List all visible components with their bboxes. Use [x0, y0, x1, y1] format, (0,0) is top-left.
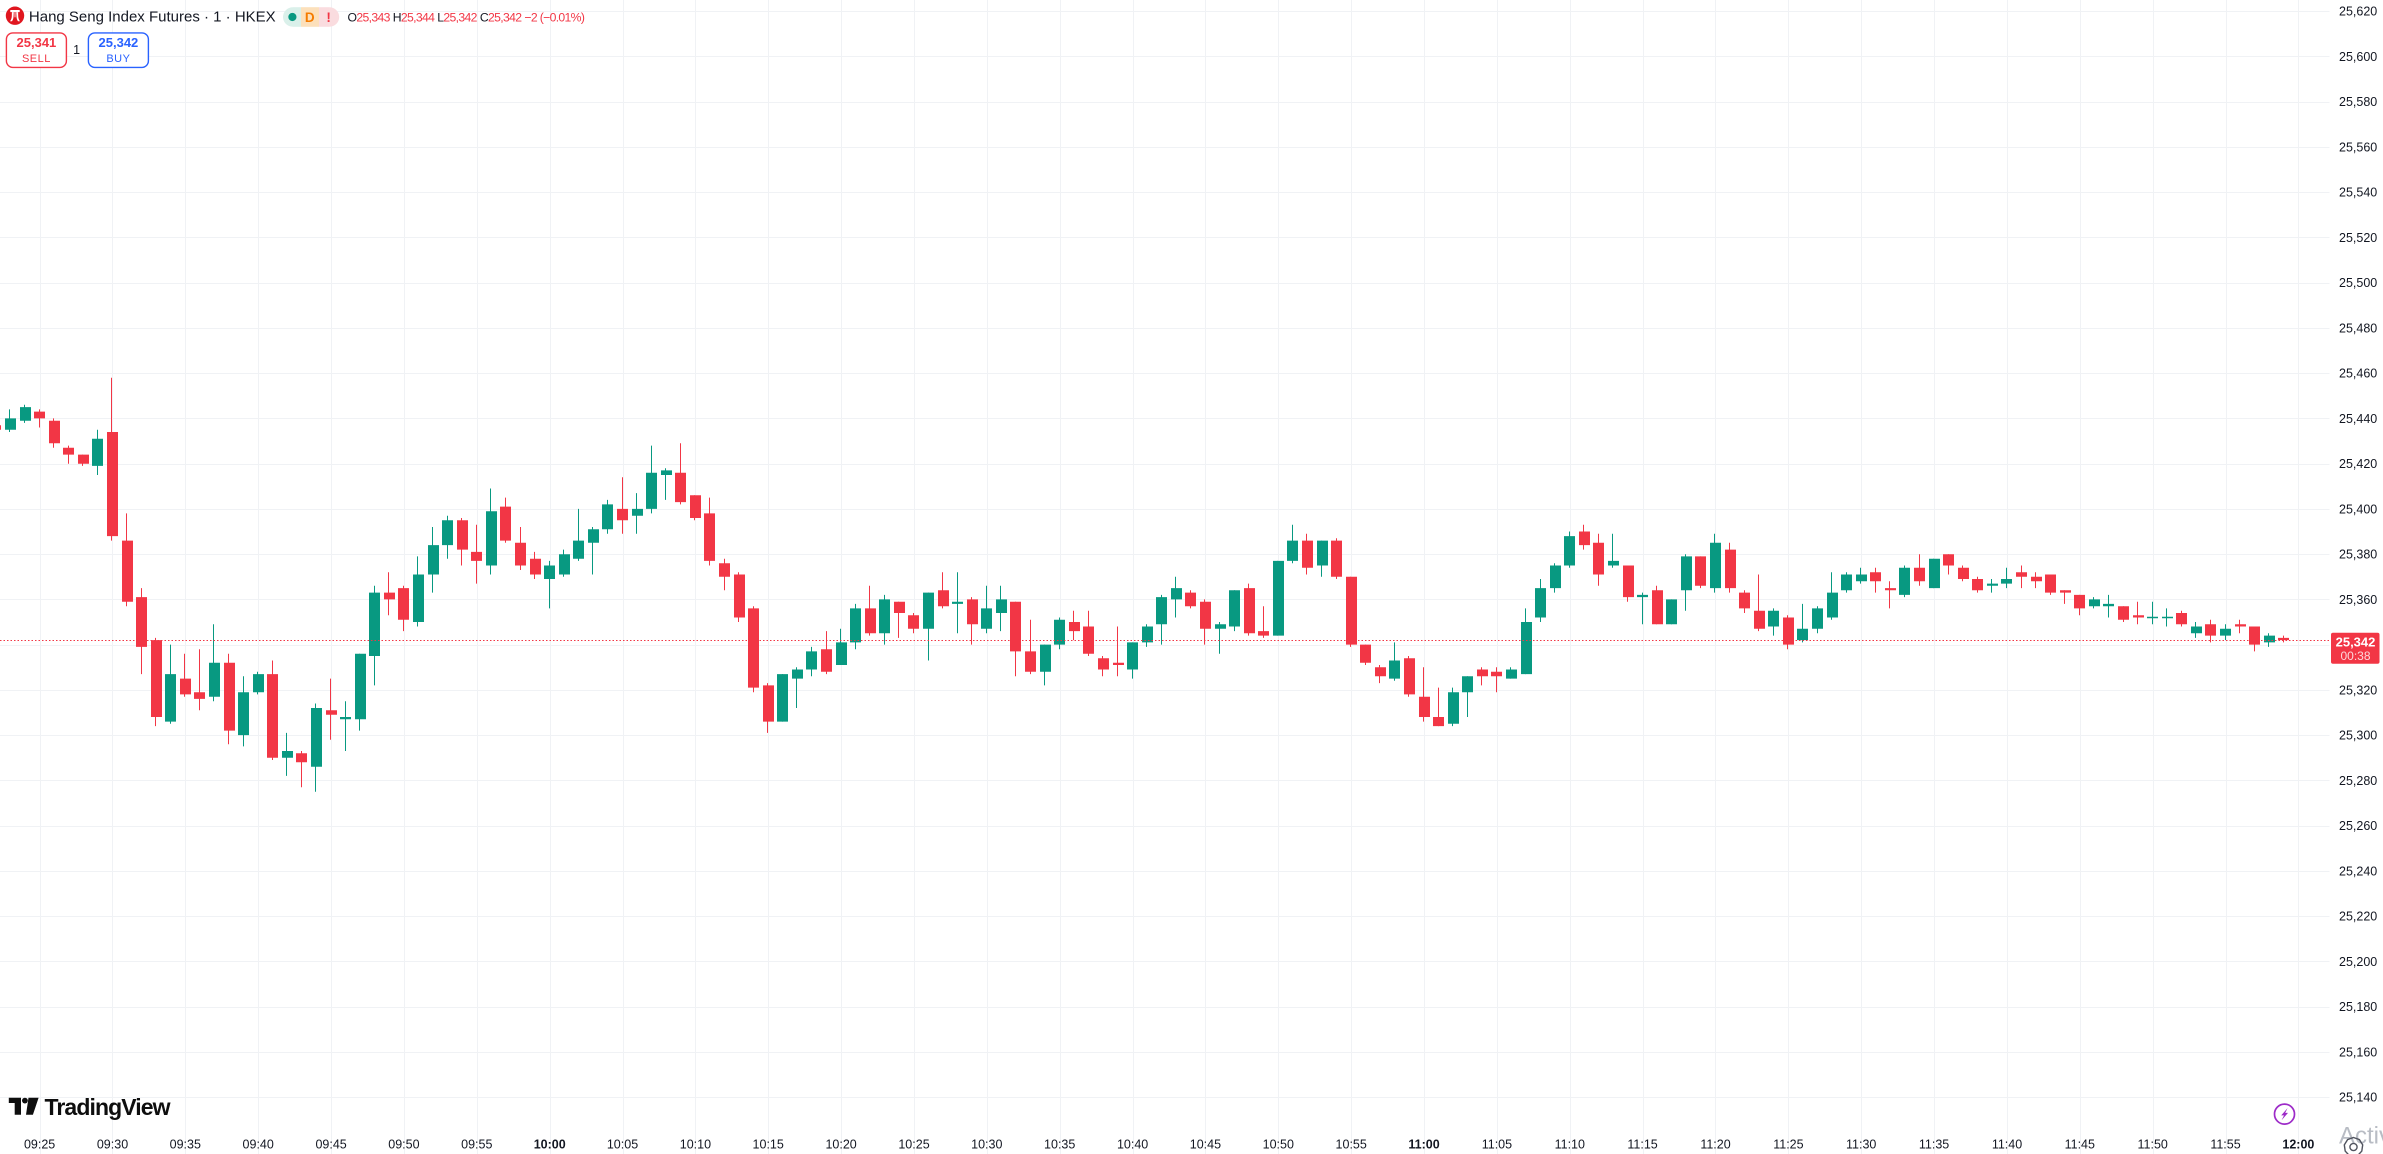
- svg-text:25,460: 25,460: [2339, 367, 2377, 381]
- svg-text:09:30: 09:30: [97, 1138, 128, 1152]
- svg-text:25,160: 25,160: [2339, 1045, 2377, 1059]
- svg-text:09:45: 09:45: [315, 1138, 346, 1152]
- svg-text:25,280: 25,280: [2339, 774, 2377, 788]
- svg-text:25,220: 25,220: [2339, 910, 2377, 924]
- svg-text:25,440: 25,440: [2339, 412, 2377, 426]
- svg-text:11:30: 11:30: [1846, 1138, 1876, 1152]
- svg-text:10:20: 10:20: [825, 1138, 856, 1152]
- svg-text:11:05: 11:05: [1482, 1138, 1512, 1152]
- svg-text:10:35: 10:35: [1044, 1138, 1075, 1152]
- svg-text:25,342: 25,342: [2336, 635, 2376, 650]
- svg-text:25,480: 25,480: [2339, 321, 2377, 335]
- svg-text:11:55: 11:55: [2210, 1138, 2240, 1152]
- svg-text:10:25: 10:25: [898, 1138, 929, 1152]
- svg-text:Activ: Activ: [2339, 1123, 2383, 1150]
- svg-text:10:30: 10:30: [971, 1138, 1002, 1152]
- svg-text:09:35: 09:35: [170, 1138, 201, 1152]
- svg-text:11:10: 11:10: [1555, 1138, 1585, 1152]
- svg-text:25,600: 25,600: [2339, 50, 2377, 64]
- svg-text:11:50: 11:50: [2138, 1138, 2168, 1152]
- svg-text:25,200: 25,200: [2339, 955, 2377, 969]
- svg-text:10:50: 10:50: [1263, 1138, 1294, 1152]
- svg-text:25,500: 25,500: [2339, 276, 2377, 290]
- svg-text:25,620: 25,620: [2339, 5, 2377, 19]
- svg-text:09:25: 09:25: [24, 1138, 55, 1152]
- svg-text:11:35: 11:35: [1919, 1138, 1949, 1152]
- svg-text:25,360: 25,360: [2339, 593, 2377, 607]
- svg-text:11:00: 11:00: [1408, 1138, 1439, 1152]
- svg-text:BUY: BUY: [106, 53, 130, 65]
- svg-text:25,342: 25,342: [99, 35, 139, 50]
- svg-text:00:38: 00:38: [2340, 649, 2370, 663]
- svg-text:25,400: 25,400: [2339, 502, 2377, 516]
- svg-text:25,300: 25,300: [2339, 729, 2377, 743]
- svg-text:11:45: 11:45: [2065, 1138, 2095, 1152]
- svg-text:25,520: 25,520: [2339, 231, 2377, 245]
- svg-text:25,260: 25,260: [2339, 819, 2377, 833]
- svg-text:25,240: 25,240: [2339, 864, 2377, 878]
- svg-text:10:45: 10:45: [1190, 1138, 1221, 1152]
- svg-text:10:40: 10:40: [1117, 1138, 1148, 1152]
- svg-text:11:15: 11:15: [1627, 1138, 1657, 1152]
- svg-text:10:00: 10:00: [534, 1138, 566, 1152]
- svg-text:09:40: 09:40: [243, 1138, 274, 1152]
- svg-text:09:50: 09:50: [388, 1138, 419, 1152]
- svg-text:09:55: 09:55: [461, 1138, 492, 1152]
- svg-text:25,140: 25,140: [2339, 1091, 2377, 1105]
- svg-text:25,560: 25,560: [2339, 140, 2377, 154]
- svg-text:25,540: 25,540: [2339, 186, 2377, 200]
- svg-text:10:55: 10:55: [1336, 1138, 1367, 1152]
- svg-text:1: 1: [73, 43, 80, 57]
- svg-text:10:05: 10:05: [607, 1138, 638, 1152]
- svg-text:25,580: 25,580: [2339, 95, 2377, 109]
- svg-text:12:00: 12:00: [2282, 1138, 2314, 1152]
- svg-text:25,380: 25,380: [2339, 548, 2377, 562]
- svg-text:SELL: SELL: [22, 53, 51, 65]
- svg-text:TradingView: TradingView: [45, 1094, 171, 1120]
- svg-text:!: !: [326, 10, 331, 25]
- svg-text:Hang Seng Index Futures · 1 ·: Hang Seng Index Futures · 1 · HKEX: [29, 9, 276, 26]
- svg-text:25,420: 25,420: [2339, 457, 2377, 471]
- svg-text:11:20: 11:20: [1700, 1138, 1730, 1152]
- svg-text:10:15: 10:15: [753, 1138, 784, 1152]
- svg-text:10:10: 10:10: [680, 1138, 711, 1152]
- svg-text:11:40: 11:40: [1992, 1138, 2022, 1152]
- svg-text:D: D: [305, 10, 315, 25]
- svg-text:25,320: 25,320: [2339, 683, 2377, 697]
- svg-text:25,341: 25,341: [17, 35, 57, 50]
- svg-text:11:25: 11:25: [1773, 1138, 1803, 1152]
- svg-text:25,180: 25,180: [2339, 1000, 2377, 1014]
